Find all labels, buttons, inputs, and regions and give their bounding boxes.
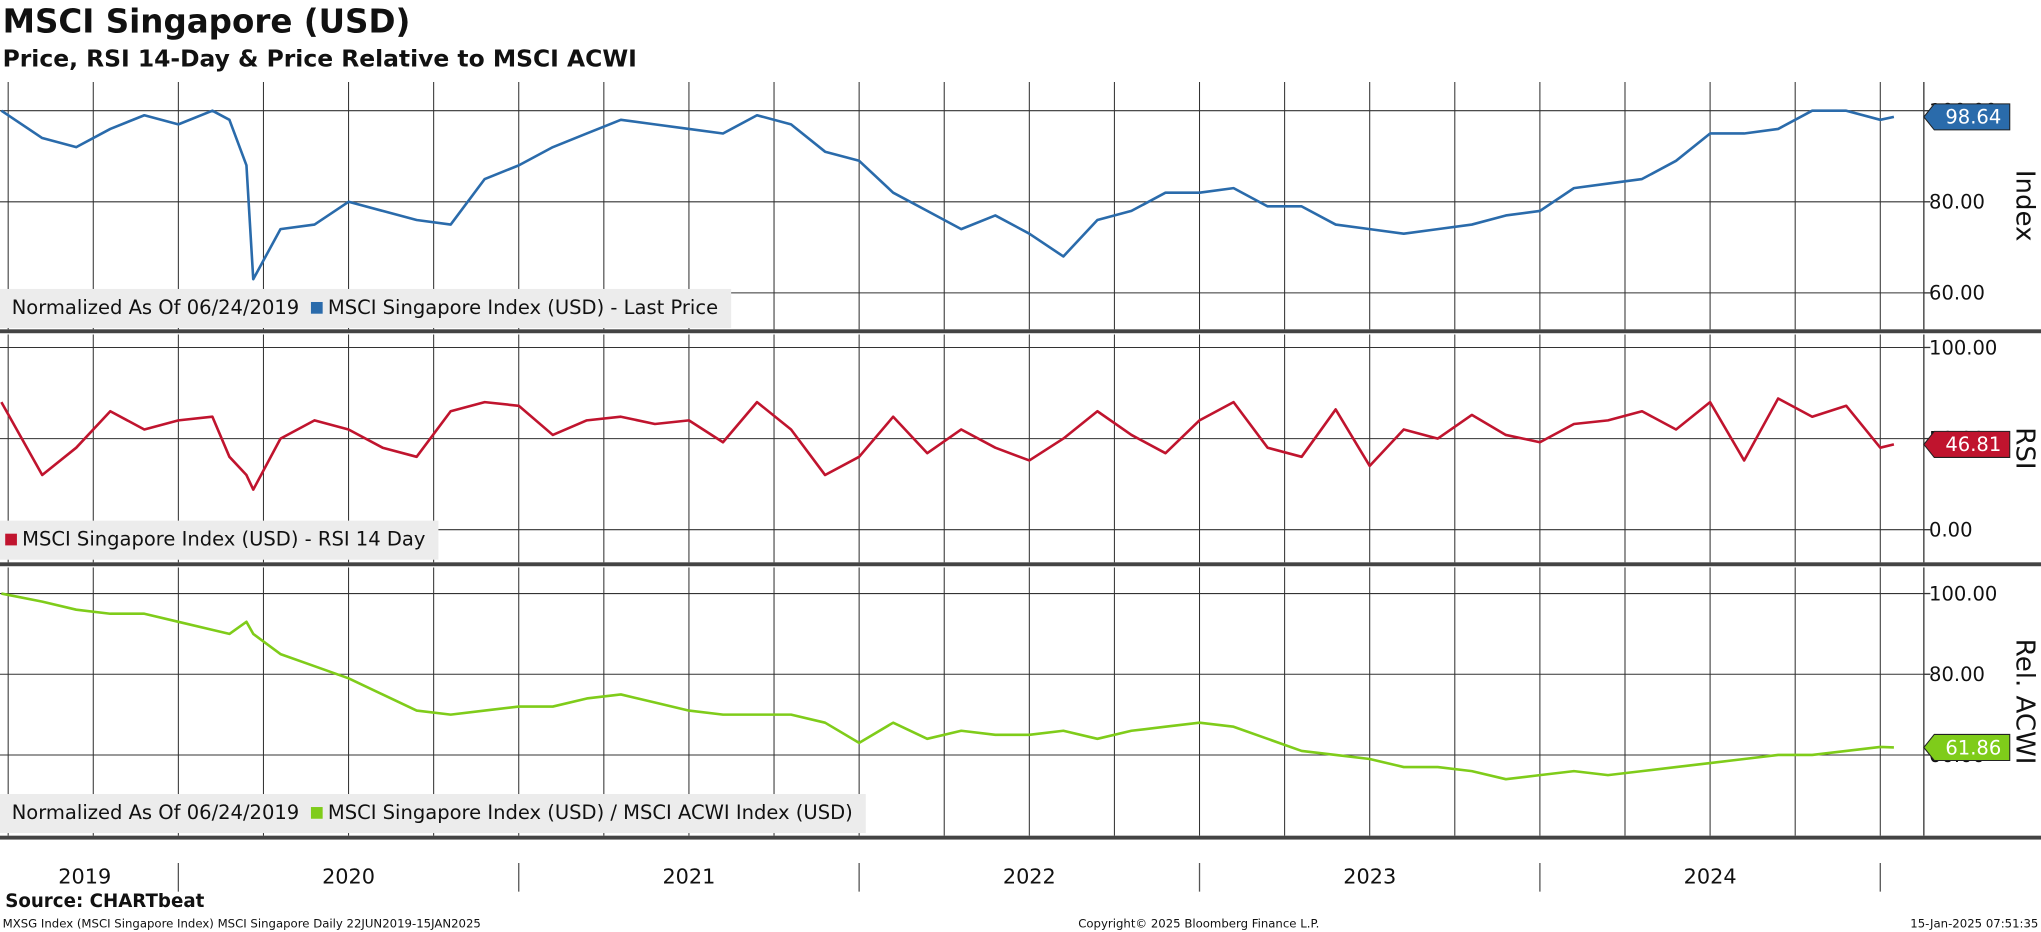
y-tick-label: 100.00 (1929, 582, 1997, 605)
legend: Normalized As Of 06/24/2019 MSCI Singapor… (0, 794, 866, 834)
x-tick-label: 2023 (1343, 864, 1396, 888)
legend-swatch (310, 807, 323, 819)
legend-label: MSCI Singapore Index (USD) / MSCI ACWI I… (328, 801, 853, 824)
legend-box (0, 520, 439, 560)
y-axis-title: RSI (2010, 427, 2040, 469)
source: Source: CHARTbeat (5, 891, 204, 912)
legend: MSCI Singapore Index (USD) - RSI 14 Day (0, 520, 439, 560)
last-value-tag (1923, 103, 2011, 131)
legend-label: MSCI Singapore Index (USD) - Last Price (328, 296, 718, 319)
legend: Normalized As Of 06/24/2019 MSCI Singapor… (0, 288, 732, 329)
y-tick-label: 80.00 (1929, 663, 1985, 686)
x-tick-label: 2019 (58, 864, 111, 888)
legend-note: Normalized As Of 06/24/2019 (12, 801, 300, 824)
timestamp: 15-Jan-2025 07:51:35 (1910, 917, 2038, 931)
x-tick-label: 2024 (1684, 864, 1737, 888)
series-line (0, 397, 1895, 491)
legend-swatch (5, 533, 17, 546)
chart-subtitle: Price, RSI 14-Day & Price Relative to MS… (3, 44, 637, 72)
panel-separator (0, 562, 2041, 567)
x-tick-label: 2022 (1003, 864, 1056, 888)
copyright: Copyright© 2025 Bloomberg Finance L.P. (1078, 917, 1319, 931)
last-value-tag (1923, 733, 2011, 761)
panel-separator (0, 329, 2041, 334)
x-tick-label: 2020 (322, 864, 375, 888)
panel-separator (0, 835, 2041, 840)
y-axis-title: Rel. ACWI (2010, 639, 2040, 765)
footer-info: MXSG Index (MSCI Singapore Index) MSCI S… (3, 917, 481, 931)
legend-label: MSCI Singapore Index (USD) - RSI 14 Day (22, 528, 425, 551)
y-tick-label: 0.00 (1929, 519, 1972, 542)
legend-box (0, 794, 866, 834)
legend-swatch (310, 301, 323, 314)
y-tick-label: 80.00 (1929, 191, 1985, 214)
y-tick-label: 100.00 (1929, 336, 1997, 359)
y-tick-label: 60.00 (1929, 282, 1985, 305)
series-line (1, 592, 1894, 781)
series-line (0, 109, 1895, 281)
last-value-label: 98.64 (1945, 106, 2001, 129)
legend-note: Normalized As Of 06/24/2019 (12, 296, 300, 319)
last-value-label: 61.86 (1945, 736, 2001, 759)
last-value-tag (1923, 430, 2011, 458)
last-value-label: 46.81 (1945, 433, 2001, 456)
chart-title: MSCI Singapore (USD) (3, 2, 411, 40)
x-tick-label: 2021 (662, 864, 715, 888)
y-axis-title: Index (2010, 170, 2040, 242)
legend-box (0, 288, 732, 329)
